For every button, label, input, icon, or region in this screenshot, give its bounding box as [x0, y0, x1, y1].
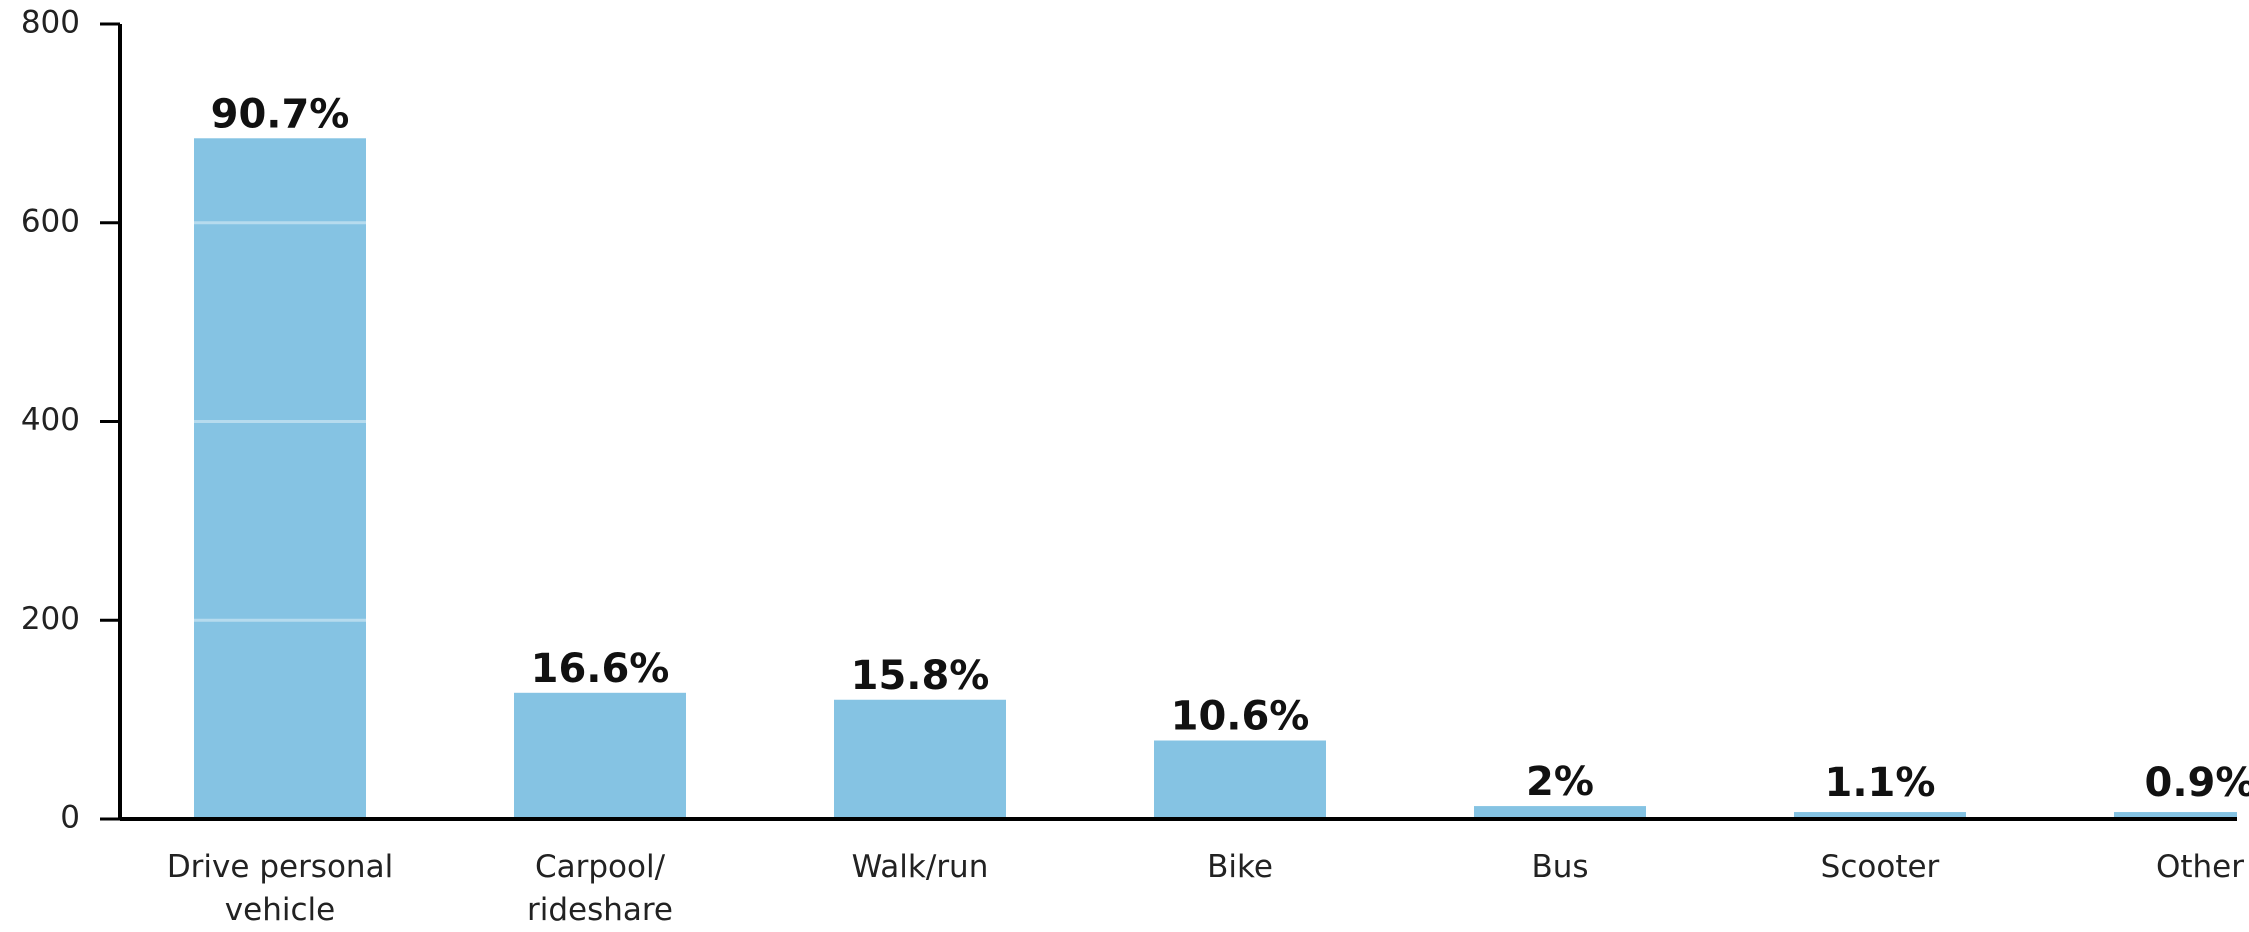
bar-label: 16.6% — [531, 646, 670, 692]
bar — [194, 138, 366, 819]
x-tick-label: Bus — [1531, 849, 1589, 885]
bar-label: 15.8% — [851, 653, 990, 699]
bar — [834, 699, 1006, 819]
y-tick-label: 200 — [21, 601, 80, 637]
bar-label: 2% — [1526, 759, 1594, 805]
bar-label: 0.9% — [2145, 760, 2249, 806]
bar-label: 1.1% — [1825, 760, 1936, 806]
x-tick-label: Other — [2155, 849, 2245, 885]
x-tick-label: Walk/run — [851, 849, 989, 885]
x-tick-label: Scooter — [1820, 849, 1940, 885]
x-tick-label: Carpool/ rideshare — [526, 849, 674, 928]
y-tick-label: 600 — [21, 203, 80, 239]
y-tick-label: 800 — [21, 5, 80, 41]
y-tick-label: 0 — [60, 800, 80, 836]
plot-area — [120, 22, 2237, 821]
bar — [514, 692, 686, 819]
bar — [1794, 812, 1966, 819]
bar — [1474, 806, 1646, 819]
x-tick-label: Bike — [1207, 849, 1273, 885]
x-tick-label: Drive personal vehicle — [166, 849, 394, 928]
bar-label: 10.6% — [1171, 693, 1310, 739]
bar-label: 90.7% — [211, 91, 350, 137]
bar — [1154, 740, 1326, 819]
bar — [2114, 812, 2237, 819]
y-tick-label: 400 — [21, 402, 80, 438]
